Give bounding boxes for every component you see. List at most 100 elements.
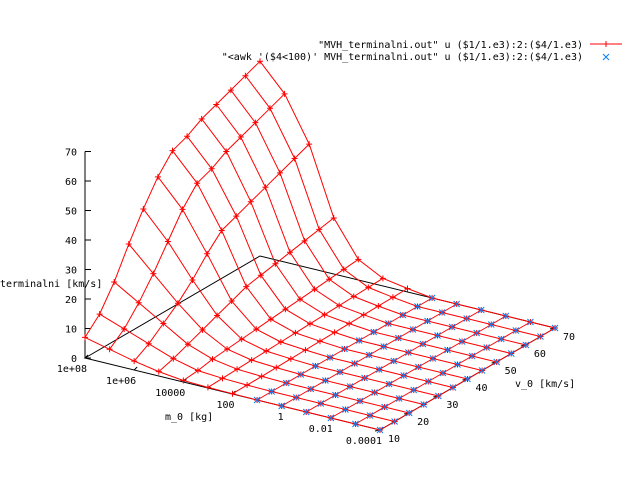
- data-point: [194, 180, 201, 187]
- filtered-point: [371, 389, 378, 396]
- filtered-point: [332, 391, 339, 399]
- data-point: [302, 347, 309, 354]
- data-point: [311, 286, 318, 293]
- z-tick-label: 10: [65, 325, 77, 336]
- filtered-point: [453, 300, 461, 308]
- filtered-point: [478, 367, 486, 374]
- filtered-point: [327, 414, 335, 422]
- data-point: [350, 293, 357, 300]
- data-point: [194, 367, 201, 374]
- data-point: [277, 338, 284, 345]
- data-point: [330, 214, 337, 221]
- y-tick-label: 10: [388, 434, 400, 445]
- legend-entry-1-label: "MVH_terminalni.out" u ($1/1.e3):2:($4/1…: [318, 40, 583, 51]
- data-point: [272, 260, 279, 267]
- filtered-point: [527, 318, 534, 326]
- z-tick-label: 70: [65, 148, 77, 159]
- data-point: [257, 272, 264, 279]
- filtered-point: [352, 420, 359, 428]
- filtered-point: [414, 363, 422, 371]
- x-tick-label: 1: [278, 412, 284, 423]
- data-point: [164, 238, 171, 245]
- filtered-point: [326, 354, 334, 361]
- filtered-point: [419, 340, 427, 348]
- filtered-point: [336, 368, 344, 376]
- data-point: [297, 296, 303, 303]
- data-point: [96, 311, 103, 318]
- data-point: [252, 119, 259, 126]
- data-point: [287, 355, 294, 362]
- filtered-point: [381, 403, 388, 411]
- data-point: [258, 373, 265, 380]
- z-tick-label: 50: [65, 207, 77, 218]
- data-point: [180, 377, 187, 384]
- data-point: [204, 250, 211, 257]
- filtered-point: [420, 401, 428, 408]
- filtered-point: [449, 384, 457, 391]
- data-point: [82, 334, 88, 341]
- data-point: [233, 213, 240, 220]
- data-point: [244, 382, 251, 389]
- filtered-point: [322, 377, 329, 384]
- filtered-point: [551, 324, 559, 332]
- x-tick-label: 1e+08: [57, 364, 87, 375]
- data-point: [150, 270, 157, 277]
- filtered-point: [463, 315, 471, 322]
- data-point: [131, 358, 138, 365]
- x-tick-label: 0.0001: [346, 436, 382, 447]
- data-point: [317, 338, 323, 345]
- data-point: [219, 375, 226, 382]
- data-point: [145, 340, 152, 347]
- data-point: [340, 266, 347, 273]
- data-point: [154, 173, 161, 180]
- data-point: [170, 355, 177, 362]
- filtered-point: [297, 371, 305, 378]
- data-point: [301, 237, 308, 244]
- data-point: [336, 302, 343, 309]
- mesh-line-const-v: [157, 176, 454, 388]
- filtered-point: [394, 334, 402, 342]
- x-tick-label: 0.01: [309, 424, 333, 435]
- z-tick-label: 30: [65, 266, 77, 277]
- filtered-point: [409, 326, 417, 333]
- filtered-point: [375, 366, 383, 373]
- data-point: [243, 283, 250, 290]
- data-point: [209, 356, 216, 363]
- filtered-point: [429, 355, 437, 362]
- filtered-point: [424, 317, 431, 325]
- filtered-point: [346, 383, 354, 390]
- data-point: [316, 226, 323, 233]
- filtered-point: [404, 349, 412, 356]
- data-point: [375, 303, 382, 310]
- filtered-point: [268, 388, 276, 395]
- filtered-point: [351, 360, 358, 367]
- filtered-point: [477, 306, 485, 314]
- filtered-point: [487, 321, 495, 328]
- data-point: [273, 364, 280, 371]
- data-point: [229, 390, 236, 397]
- filtered-point: [537, 333, 544, 340]
- filtered-point: [282, 379, 290, 387]
- data-point: [404, 285, 411, 292]
- data-point: [189, 276, 196, 283]
- data-point: [218, 227, 225, 234]
- filtered-point: [414, 303, 421, 310]
- y-tick-label: 40: [476, 383, 488, 394]
- filtered-point: [341, 345, 348, 353]
- data-point: [360, 311, 367, 318]
- y-tick-label: 50: [505, 366, 517, 377]
- data-point: [125, 241, 132, 247]
- x-tick: [133, 366, 138, 371]
- filtered-point: [390, 357, 398, 365]
- filtered-point: [365, 351, 373, 359]
- data-point: [321, 311, 328, 318]
- filtered-point: [410, 386, 418, 394]
- z-tick-label: 60: [65, 177, 77, 188]
- filtered-point: [444, 346, 451, 354]
- filtered-point: [370, 328, 378, 336]
- data-point: [121, 325, 128, 332]
- x-tick: [84, 354, 89, 359]
- y-tick-label: 70: [563, 332, 575, 343]
- filtered-point: [473, 329, 481, 337]
- data-point: [214, 312, 221, 319]
